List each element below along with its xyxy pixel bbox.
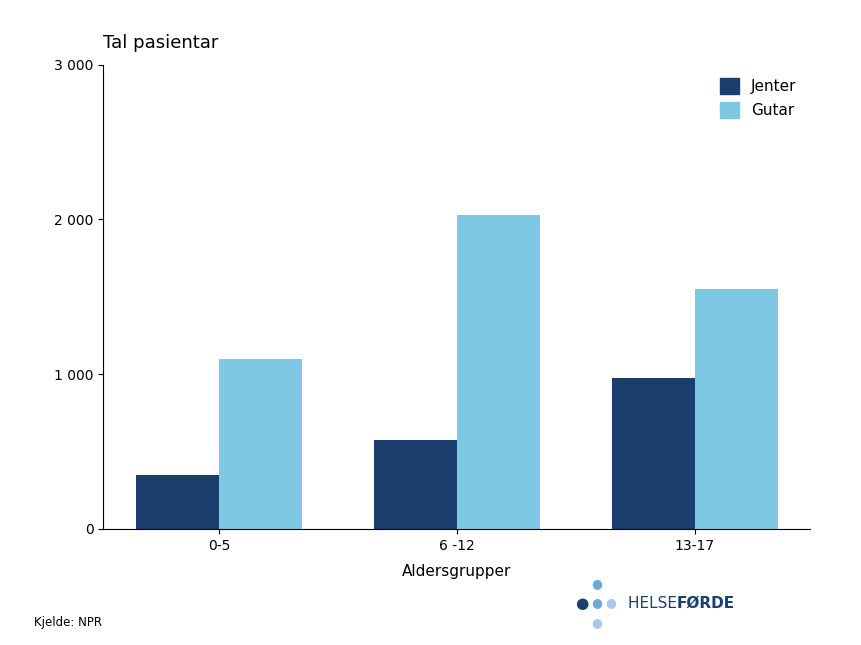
Text: ●: ● xyxy=(591,616,601,629)
Text: ●: ● xyxy=(591,577,601,590)
Bar xyxy=(694,289,777,529)
X-axis label: Aldersgrupper: Aldersgrupper xyxy=(402,564,511,579)
Text: ●: ● xyxy=(574,595,588,611)
Text: Kjelde: NPR: Kjelde: NPR xyxy=(34,615,102,629)
Text: HELSE: HELSE xyxy=(627,595,681,611)
Legend: Jenter, Gutar: Jenter, Gutar xyxy=(714,72,802,124)
Bar xyxy=(456,215,540,529)
Bar xyxy=(610,378,694,529)
Text: FØRDE: FØRDE xyxy=(676,595,734,611)
Text: Tal pasientar: Tal pasientar xyxy=(103,34,219,52)
Bar xyxy=(219,359,302,529)
Text: ●: ● xyxy=(605,597,616,610)
Text: ●: ● xyxy=(591,597,601,610)
Bar xyxy=(135,475,219,529)
Bar xyxy=(373,440,456,529)
